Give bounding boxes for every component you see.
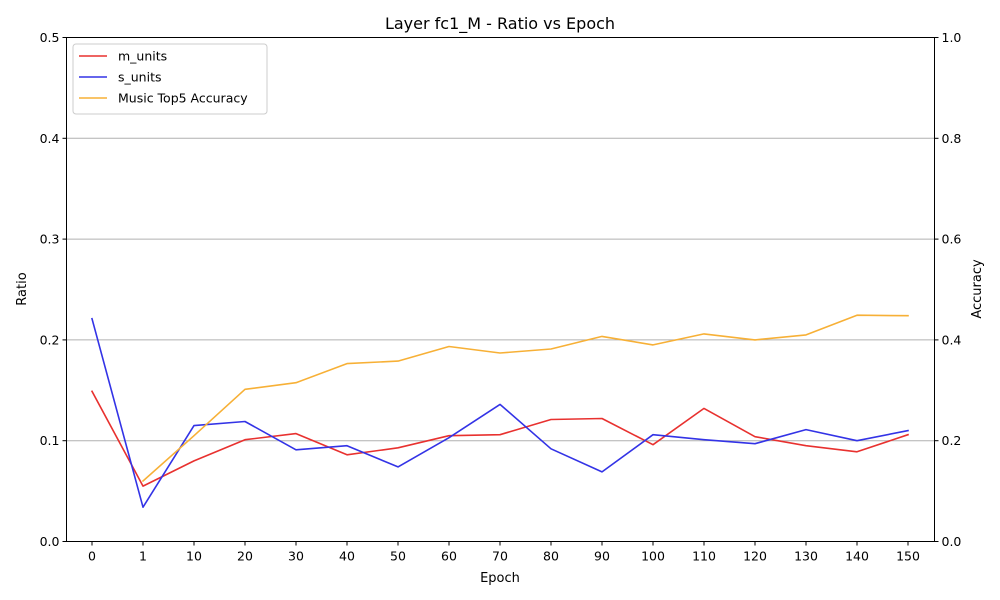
series-line-m-units bbox=[90, 390, 910, 487]
y-tick-label: 0.0 bbox=[40, 534, 60, 549]
x-tick-label: 10 bbox=[186, 549, 202, 564]
x-tick-label: 120 bbox=[743, 549, 767, 564]
x-axis: 0 1 10 20 30 40 50 60 70 80 90 100 110 120 130 140 150 bbox=[88, 541, 920, 564]
x-tick-label: 100 bbox=[641, 549, 665, 564]
y-tick-label: 0.3 bbox=[40, 232, 60, 247]
legend-label: m_units bbox=[118, 49, 167, 64]
x-tick-label: 70 bbox=[492, 549, 508, 564]
y2-tick-label: 1.0 bbox=[942, 30, 962, 45]
y2-tick-label: 0.6 bbox=[942, 232, 962, 247]
x-tick-label: 40 bbox=[339, 549, 355, 564]
x-tick-label: 50 bbox=[390, 549, 406, 564]
y-axis-right: 0.0 0.2 0.4 0.6 0.8 1.0 bbox=[934, 30, 962, 549]
y-tick-label: 0.5 bbox=[40, 30, 60, 45]
y-axis-left: 0.0 0.1 0.2 0.3 0.4 0.5 bbox=[40, 30, 67, 549]
x-tick-label: 110 bbox=[692, 549, 716, 564]
x-tick-label: 90 bbox=[594, 549, 610, 564]
gridlines bbox=[66, 137, 935, 442]
legend-label: Music Top5 Accuracy bbox=[118, 91, 248, 106]
y-axis-label: Ratio bbox=[15, 272, 30, 305]
x-tick-label: 0 bbox=[88, 549, 96, 564]
y2-tick-label: 0.8 bbox=[942, 131, 962, 146]
y-tick-label: 0.4 bbox=[40, 131, 60, 146]
y2-tick-label: 0.4 bbox=[942, 332, 962, 347]
y2-tick-label: 0.0 bbox=[942, 534, 962, 549]
x-tick-label: 80 bbox=[543, 549, 559, 564]
legend-label: s_units bbox=[118, 70, 162, 85]
x-tick-label: 60 bbox=[441, 549, 457, 564]
x-tick-label: 30 bbox=[288, 549, 304, 564]
x-tick-label: 150 bbox=[896, 549, 920, 564]
series-line-music-top5-accuracy bbox=[141, 314, 909, 483]
y-tick-label: 0.2 bbox=[40, 332, 60, 347]
chart-title: Layer fc1_M - Ratio vs Epoch bbox=[385, 14, 615, 34]
x-tick-label: 130 bbox=[794, 549, 818, 564]
x-tick-label: 1 bbox=[139, 549, 147, 564]
x-axis-label: Epoch bbox=[480, 571, 520, 586]
legend: m_units s_units Music Top5 Accuracy bbox=[72, 43, 268, 115]
series-line-s-units bbox=[91, 317, 909, 509]
y2-tick-label: 0.2 bbox=[942, 433, 962, 448]
series-lines bbox=[90, 314, 910, 509]
x-tick-label: 140 bbox=[845, 549, 869, 564]
legend-box bbox=[72, 43, 268, 115]
x-tick-label: 20 bbox=[237, 549, 253, 564]
y-tick-label: 0.1 bbox=[40, 433, 60, 448]
y2-axis-label: Accuracy bbox=[970, 259, 985, 319]
